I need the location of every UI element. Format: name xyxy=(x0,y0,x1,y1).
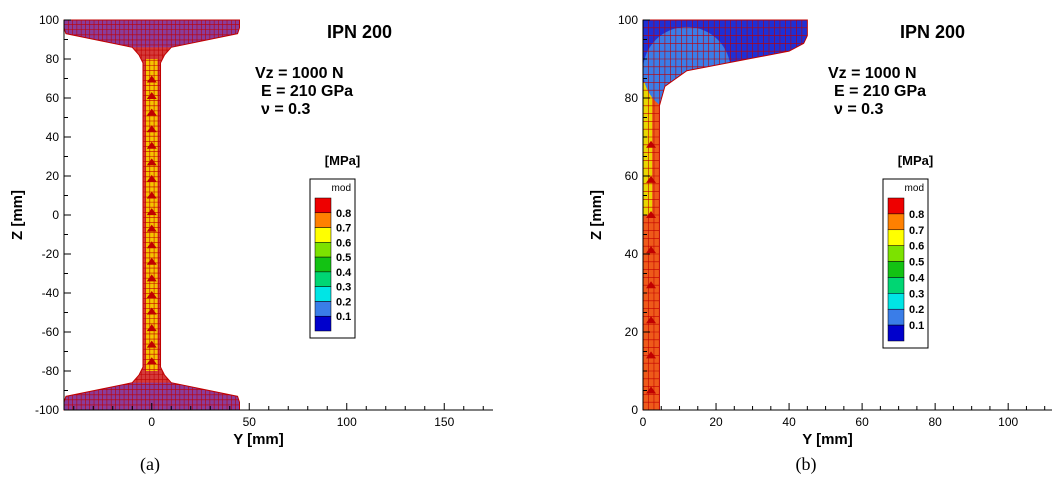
legend-level-label: 0.2 xyxy=(336,296,351,308)
y-tick-label: -20 xyxy=(42,247,60,261)
section-outline xyxy=(642,19,808,411)
y-axis-label: Z [mm] xyxy=(9,190,26,240)
y-tick-label: 60 xyxy=(46,91,60,105)
x-tick-label: 0 xyxy=(148,415,155,429)
y-tick-label: 80 xyxy=(46,52,60,66)
y-tick-label: 20 xyxy=(46,169,60,183)
legend-level-label: 0.8 xyxy=(909,209,924,221)
x-axis-label: Y [mm] xyxy=(802,431,853,448)
y-tick-label: 20 xyxy=(625,325,639,339)
annotation-line: E = 210 GPa xyxy=(834,83,926,100)
legend-level-label: 0.6 xyxy=(336,237,351,249)
x-tick-label: 80 xyxy=(928,415,942,429)
legend-swatch xyxy=(314,256,332,273)
y-tick-label: 100 xyxy=(39,13,59,27)
legend-unit: [MPa] xyxy=(325,153,360,168)
flow-arrows xyxy=(646,140,657,394)
axes: 0 50 100 150 -100 -80 -60 -40 -20 0 20 40 60 80 100 Y [… xyxy=(9,13,493,448)
x-axis-label: Y [mm] xyxy=(233,431,284,448)
annotation-line: Vz = 1000 N xyxy=(255,65,344,82)
legend-swatch xyxy=(887,245,905,262)
legend-level-label: 0.5 xyxy=(909,257,924,269)
legend-level-label: 0.2 xyxy=(909,304,924,316)
x-tick-label: 150 xyxy=(434,415,454,429)
section-mesh xyxy=(63,19,240,411)
flow-arrows xyxy=(146,75,157,365)
web-core-fill xyxy=(643,82,653,216)
legend-swatch xyxy=(887,261,905,278)
legend-swatch xyxy=(887,213,905,231)
y-tick-label: 0 xyxy=(631,403,638,417)
annotation-line: E = 210 GPa xyxy=(261,83,353,100)
y-tick-label: -80 xyxy=(42,364,60,378)
legend-level-label: 0.5 xyxy=(336,252,351,264)
legend-swatch xyxy=(314,286,332,302)
y-tick-label: -100 xyxy=(35,403,59,417)
legend-level-label: 0.7 xyxy=(336,223,351,235)
chart-title: IPN 200 xyxy=(327,22,392,42)
legend-level-label: 0.3 xyxy=(336,282,351,294)
legend-swatch xyxy=(314,197,332,214)
legend-level-label: 0.3 xyxy=(909,288,924,300)
y-tick-label: 40 xyxy=(46,130,60,144)
legend-swatch xyxy=(887,229,905,246)
legend-variable: mod xyxy=(332,183,351,194)
x-tick-label: 0 xyxy=(640,415,647,429)
legend-swatch xyxy=(887,308,905,326)
legend-swatch xyxy=(314,315,332,332)
y-axis-label: Z [mm] xyxy=(588,190,605,240)
y-tick-label: 40 xyxy=(625,247,639,261)
top-flange-fill xyxy=(64,20,240,48)
axes: 0 20 40 60 80 100 0 20 40 60 80 100 Y [mm] Z [mm] xyxy=(588,13,1052,448)
x-tick-label: 100 xyxy=(337,415,357,429)
panel-caption: (b) xyxy=(796,454,817,475)
y-tick-label: 0 xyxy=(52,208,59,222)
y-tick-label: 100 xyxy=(618,13,638,27)
legend-level-label: 0.1 xyxy=(909,320,924,332)
legend-level-label: 0.4 xyxy=(909,272,925,284)
legend-unit: [MPa] xyxy=(898,153,933,168)
legend-level-label: 0.1 xyxy=(336,311,351,323)
y-tick-label: 60 xyxy=(625,169,639,183)
legend-swatch xyxy=(887,197,905,215)
mesh-lines xyxy=(643,20,808,410)
y-tick-label: 80 xyxy=(625,91,639,105)
legend: [MPa] mod 0.8 0.7 0.6 0.5 0.4 0.3 0.2 0.1 xyxy=(882,153,933,349)
section-mesh xyxy=(642,19,808,411)
legend-variable: mod xyxy=(905,183,924,194)
panel-b: 0 20 40 60 80 100 0 20 40 60 80 100 Y [mm] Z [mm] IPN … xyxy=(588,13,1052,475)
legend-swatch xyxy=(314,227,332,243)
annotation-line: ν = 0.3 xyxy=(834,101,883,118)
y-tick-label: -60 xyxy=(42,325,60,339)
legend-level-label: 0.6 xyxy=(909,241,924,253)
legend-swatch xyxy=(887,293,905,310)
legend-swatch xyxy=(887,277,905,294)
panel-caption: (a) xyxy=(140,454,160,475)
legend-swatch xyxy=(314,271,332,287)
x-tick-label: 40 xyxy=(782,415,796,429)
legend-level-label: 0.7 xyxy=(909,225,924,237)
legend-swatch xyxy=(314,301,332,317)
legend-swatch xyxy=(314,242,332,258)
legend-level-label: 0.4 xyxy=(336,267,352,279)
chart-title: IPN 200 xyxy=(900,22,965,42)
y-tick-label: -40 xyxy=(42,286,60,300)
annotation-line: Vz = 1000 N xyxy=(828,65,917,82)
legend: [MPa] mod 0.8 0.7 0.6 0.5 0.4 0.3 0.2 0.1 xyxy=(309,153,360,339)
legend-swatch xyxy=(887,324,905,342)
legend-level-label: 0.8 xyxy=(336,208,351,220)
panel-a: 0 50 100 150 -100 -80 -60 -40 -20 0 20 40 60 80 100 Y [… xyxy=(9,13,493,475)
x-tick-label: 100 xyxy=(998,415,1018,429)
x-tick-label: 50 xyxy=(243,415,257,429)
annotation-line: ν = 0.3 xyxy=(261,101,310,118)
x-tick-label: 20 xyxy=(709,415,723,429)
x-tick-label: 60 xyxy=(855,415,869,429)
legend-swatch xyxy=(314,212,332,228)
